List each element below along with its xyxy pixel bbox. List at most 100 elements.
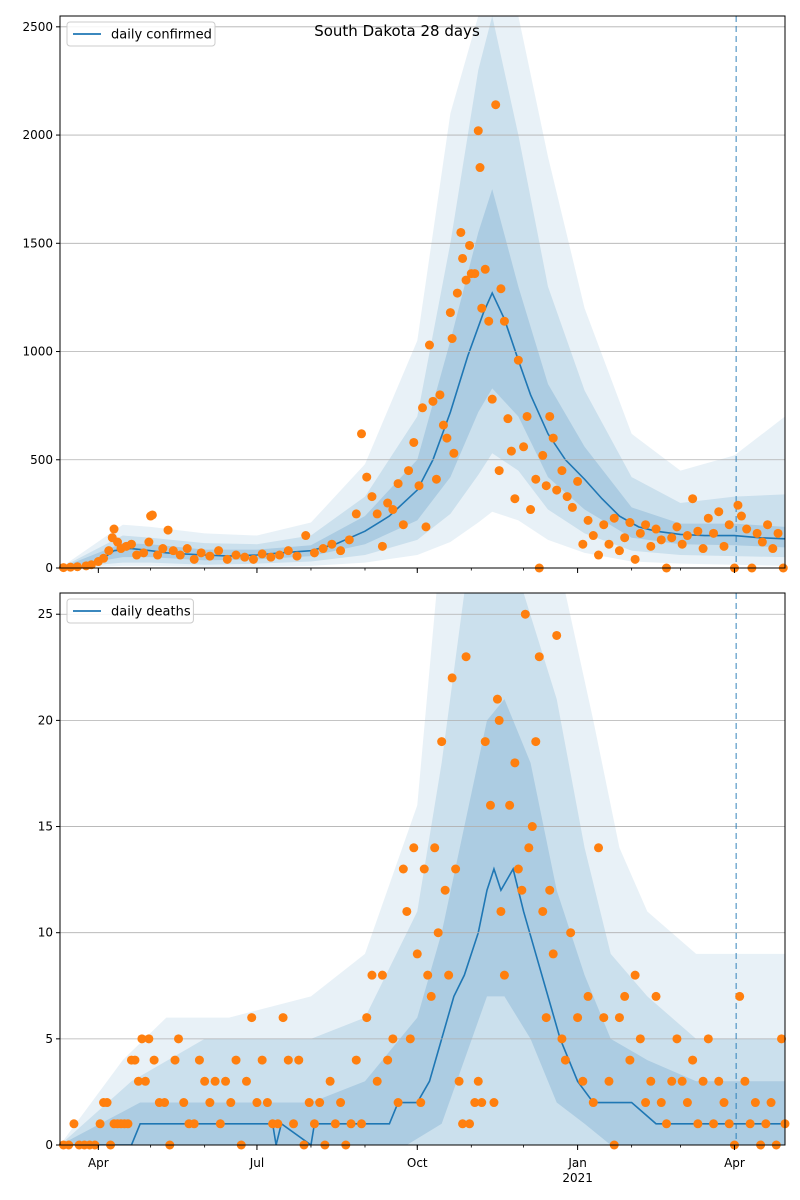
- data-point: [541, 1013, 551, 1023]
- y-tick-label: 0: [45, 1138, 53, 1152]
- axes-frame: [59, 15, 786, 569]
- x-tick-label: Apr: [88, 1156, 109, 1170]
- data-point: [139, 548, 149, 558]
- data-point: [398, 864, 408, 874]
- data-point: [325, 1076, 335, 1086]
- data-point: [454, 1076, 464, 1086]
- data-point: [522, 411, 532, 421]
- plot-area: [60, 16, 785, 568]
- data-point: [451, 864, 461, 874]
- data-point: [283, 546, 293, 556]
- legend: daily confirmed: [66, 21, 216, 47]
- data-point: [257, 1055, 267, 1065]
- data-point: [709, 1119, 719, 1129]
- legend-box: [66, 598, 194, 624]
- data-point: [724, 520, 734, 530]
- data-point: [527, 822, 537, 832]
- data-point: [672, 1034, 682, 1044]
- data-point: [552, 630, 562, 640]
- y-tick-label: 25: [38, 607, 53, 621]
- x-tick-label: Jul: [249, 1156, 264, 1170]
- series-line: [60, 291, 785, 568]
- data-point: [513, 864, 523, 874]
- data-point: [409, 437, 419, 447]
- data-point: [494, 466, 504, 476]
- data-point: [733, 500, 743, 510]
- data-point: [102, 1098, 112, 1108]
- data-point: [405, 1034, 415, 1044]
- data-point: [740, 1076, 750, 1086]
- data-point: [578, 1076, 588, 1086]
- uncertainty-band-inner: [60, 699, 785, 1145]
- data-point: [630, 970, 640, 980]
- data-point: [357, 1119, 367, 1129]
- data-point: [241, 1076, 251, 1086]
- data-point: [458, 253, 468, 263]
- data-point: [126, 539, 136, 549]
- data-point: [677, 1076, 687, 1086]
- uncertainty-band-middle: [60, 593, 785, 1145]
- data-point: [763, 520, 773, 530]
- data-point: [667, 533, 677, 543]
- data-point: [588, 1098, 598, 1108]
- legend-label: daily deaths: [111, 605, 191, 620]
- data-point: [745, 1119, 755, 1129]
- data-point: [226, 1098, 236, 1108]
- data-point: [140, 1076, 150, 1086]
- data-point: [163, 525, 173, 535]
- data-point: [301, 531, 311, 541]
- data-point: [283, 1055, 293, 1065]
- data-point: [594, 843, 604, 853]
- data-point: [492, 694, 502, 704]
- legend-box: [66, 21, 216, 47]
- data-point: [773, 528, 783, 538]
- data-point: [72, 562, 82, 572]
- data-point: [641, 1098, 651, 1108]
- data-point: [560, 1055, 570, 1065]
- data-point: [388, 505, 398, 515]
- data-point: [545, 885, 555, 895]
- deaths-panel: 0 5 10 15 20 25 Apr Jul Oct Jan Apr 2021 daily death…: [38, 592, 790, 1185]
- data-point: [275, 550, 285, 560]
- data-point: [430, 843, 440, 853]
- data-point: [548, 433, 558, 443]
- data-point: [567, 502, 577, 512]
- y-tick-label: 10: [38, 926, 53, 940]
- data-point: [531, 737, 541, 747]
- data-point: [494, 715, 504, 725]
- data-point: [388, 1034, 398, 1044]
- data-point: [160, 1098, 170, 1108]
- data-point: [210, 1076, 220, 1086]
- data-point: [538, 906, 548, 916]
- data-point: [480, 264, 490, 274]
- data-point: [175, 550, 185, 560]
- data-point: [215, 1119, 225, 1129]
- data-point: [594, 550, 604, 560]
- data-point: [757, 537, 767, 547]
- data-point: [418, 403, 427, 413]
- data-point: [573, 1013, 583, 1023]
- y-tick-label: 0: [45, 561, 53, 575]
- data-point: [541, 481, 551, 491]
- data-point: [196, 548, 206, 558]
- data-point: [487, 394, 497, 404]
- data-point: [416, 1098, 426, 1108]
- data-point: [423, 970, 433, 980]
- data-point: [473, 1076, 483, 1086]
- data-point: [578, 539, 588, 549]
- data-point: [484, 316, 494, 326]
- data-point: [431, 474, 441, 484]
- data-point: [344, 535, 354, 545]
- data-point: [465, 240, 475, 250]
- x-year-label: 2021: [562, 1171, 593, 1185]
- data-point: [304, 1098, 314, 1108]
- data-point: [309, 1119, 319, 1129]
- data-point: [538, 450, 548, 460]
- data-point: [583, 515, 593, 525]
- data-point: [524, 843, 534, 853]
- data-point: [709, 528, 719, 538]
- data-point: [179, 1098, 189, 1108]
- data-point: [221, 1076, 231, 1086]
- data-point: [505, 800, 515, 810]
- data-point: [214, 546, 224, 556]
